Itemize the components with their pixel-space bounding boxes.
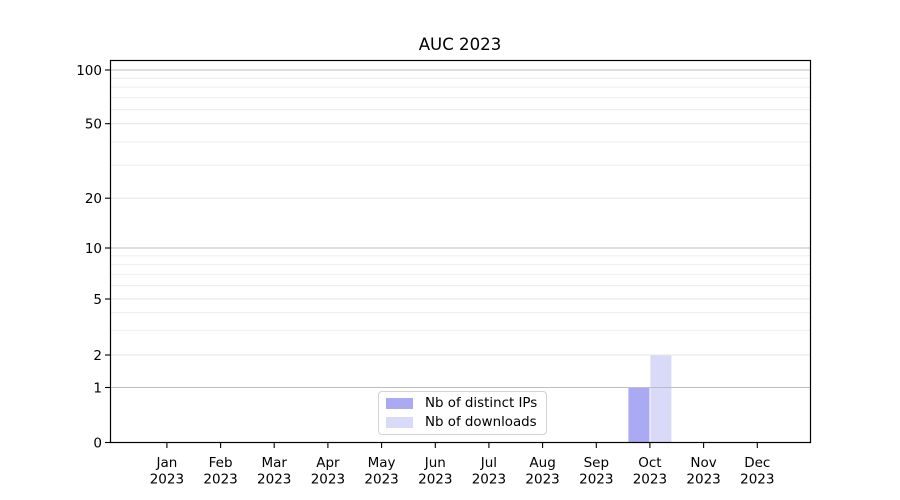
y-tick-label: 5 [93,292,102,308]
bar-oct-series1 [650,355,672,443]
x-tick-label-year: 2023 [257,472,291,488]
legend-swatch-distinct-ips [386,398,413,409]
legend-item-downloads: Nb of downloads [386,415,546,431]
x-tick-label-year: 2023 [311,472,345,488]
x-tick-label-year: 2023 [525,472,559,488]
y-tick-label: 1 [93,380,102,396]
legend-item-distinct-ips: Nb of distinct IPs [386,396,546,412]
y-tick-label: 50 [85,117,102,133]
x-tick-label-month: Nov [690,455,716,471]
x-tick-label-month: May [368,455,396,471]
x-tick-label-year: 2023 [150,472,184,488]
x-tick-label-month: Apr [316,455,340,471]
x-tick-label-month: Mar [261,455,287,471]
chart-title: AUC 2023 [418,35,502,54]
plot-border [109,59,812,444]
x-tick-label-year: 2023 [418,472,452,488]
y-tick-label: 100 [76,63,102,79]
x-tick-label-month: Sep [584,455,609,471]
x-tick-label-month: Dec [744,455,770,471]
x-tick-label-year: 2023 [203,472,237,488]
x-tick-label-month: Jun [424,455,446,471]
bar-oct-series0 [628,387,650,443]
x-tick-label-month: Oct [638,455,661,471]
x-tick-label-year: 2023 [579,472,613,488]
x-tick-label-year: 2023 [472,472,506,488]
y-tick-label: 20 [85,191,102,207]
x-tick-label-year: 2023 [364,472,398,488]
x-tick-label-year: 2023 [686,472,720,488]
y-tick-label: 2 [93,348,102,364]
x-tick-label-year: 2023 [740,472,774,488]
legend: Nb of distinct IPs Nb of downloads [378,391,547,435]
legend-label-downloads: Nb of downloads [425,414,537,430]
x-tick-label-month: Jan [155,455,177,471]
y-tick-label: 0 [93,435,102,451]
legend-label-distinct-ips: Nb of distinct IPs [425,395,538,411]
x-tick-label-month: Jul [480,455,497,471]
y-tick-label: 10 [85,241,102,257]
x-tick-label-month: Aug [529,455,555,471]
legend-swatch-downloads [386,417,413,428]
x-tick-label-year: 2023 [633,472,667,488]
x-tick-label-month: Feb [209,455,233,471]
